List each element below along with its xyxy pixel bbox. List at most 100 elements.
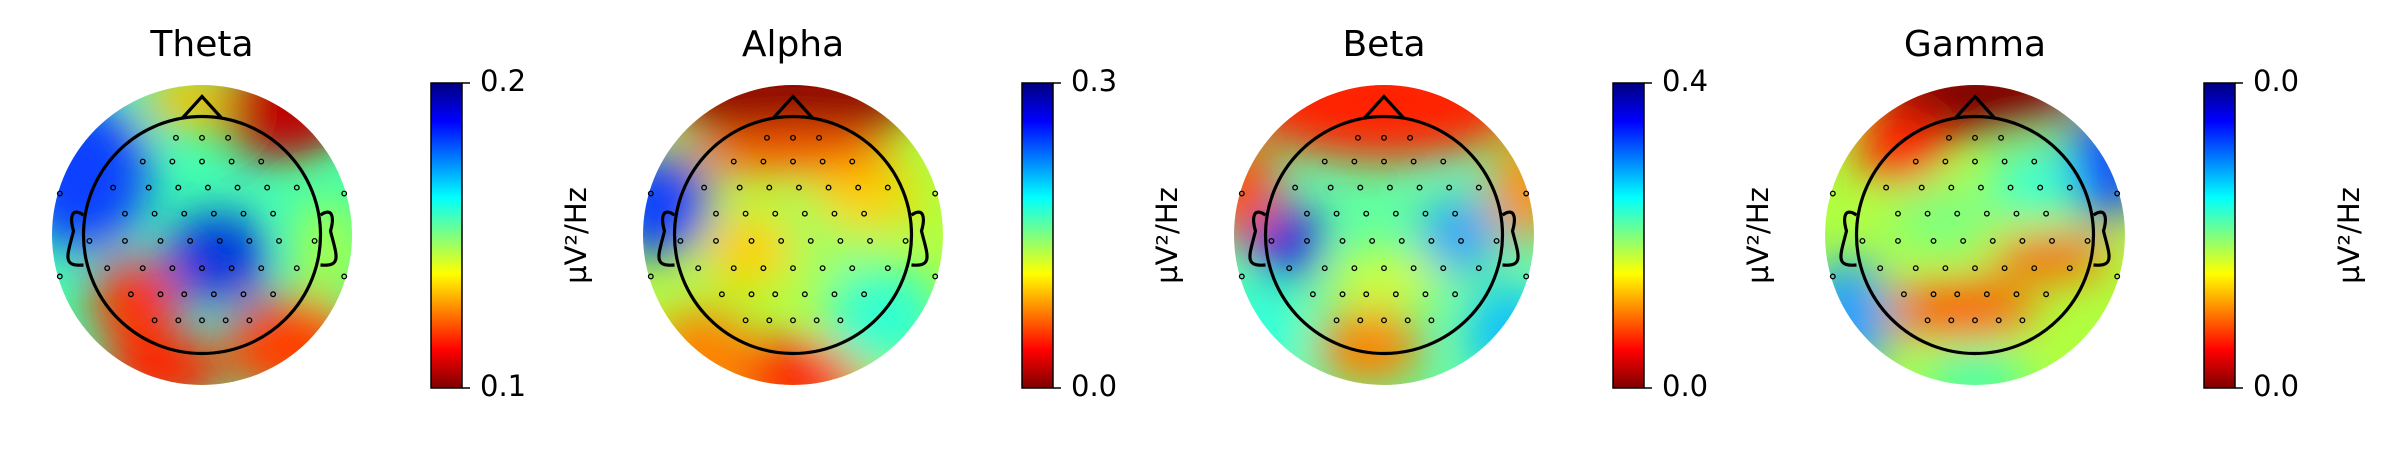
colorbar-tick-label: 0.4 [1662, 64, 1708, 98]
sensor [867, 237, 873, 244]
colorbar-label: µV²/Hz [1741, 187, 1775, 284]
sensor [766, 317, 773, 324]
sensor [169, 158, 176, 165]
sensor [293, 265, 300, 272]
field-base [1234, 85, 1534, 385]
sensor [795, 184, 802, 191]
sensor [1381, 265, 1387, 272]
field-blob [89, 257, 180, 348]
sensor [790, 134, 796, 141]
sensor [1972, 134, 1978, 141]
sensor [2031, 158, 2038, 165]
sensor [813, 317, 820, 324]
field-blob [1489, 137, 1534, 243]
head-outline [1854, 114, 2096, 356]
field-blobs [1825, 85, 2125, 385]
sensor [341, 190, 348, 197]
sensor [713, 237, 719, 244]
colorbar-tick-label: 0.0 [2253, 369, 2299, 403]
field-blob [703, 212, 793, 288]
sensor [199, 158, 205, 165]
sensor [258, 265, 265, 272]
field-blob [1990, 235, 2110, 280]
sensor [210, 210, 217, 217]
field-blob [1234, 287, 1302, 378]
sensor [1238, 273, 1245, 280]
sensor [139, 158, 146, 165]
sensor [110, 184, 117, 191]
sensor [1398, 237, 1405, 244]
sensor [258, 158, 265, 165]
sensor [861, 291, 868, 298]
sensor [246, 317, 253, 324]
sensor [1452, 210, 1459, 217]
field-blob [815, 167, 921, 228]
sensor [701, 184, 708, 191]
topomap-panel: Alpha 0.0 0.3 µV²/Hz [643, 24, 1184, 403]
sensor [772, 210, 779, 217]
sensor [816, 134, 823, 141]
sensor [1304, 237, 1310, 244]
sensor [1440, 265, 1447, 272]
sensor [234, 184, 241, 191]
sensor [778, 237, 785, 244]
sensor [145, 184, 152, 191]
sensor [748, 237, 755, 244]
colorbar-tick-label: 0.0 [2253, 64, 2299, 98]
field-blob [658, 85, 928, 138]
sensor [1995, 317, 2002, 324]
colorbar [2203, 82, 2236, 389]
colorbar-label: µV²/Hz [559, 187, 593, 284]
sensor [157, 237, 164, 244]
field-blob [688, 130, 898, 175]
sensor [760, 265, 767, 272]
sensor [169, 265, 176, 272]
sensor [127, 291, 134, 298]
sensor [225, 134, 232, 141]
sensor [2037, 184, 2044, 191]
sensor [801, 291, 808, 298]
sensor [1363, 210, 1370, 217]
panel-title: Theta [149, 24, 253, 65]
sensor [1924, 317, 1931, 324]
sensor [2084, 237, 2091, 244]
sensor [831, 291, 838, 298]
field-blob [1234, 137, 1279, 243]
sensor [151, 210, 158, 217]
head-outline [1263, 114, 1505, 356]
sensor [2013, 291, 2020, 298]
sensor [1428, 237, 1435, 244]
field-blob [1892, 182, 1998, 258]
panel-title: Alpha [742, 24, 844, 65]
sensor [2114, 273, 2121, 280]
sensor [2066, 265, 2073, 272]
sensor [1381, 134, 1387, 141]
sensor [1452, 291, 1459, 298]
sensor [240, 291, 247, 298]
field-blob [164, 212, 270, 303]
sensor [831, 210, 838, 217]
sensor [1333, 210, 1340, 217]
sensor [2013, 210, 2020, 217]
sensor [730, 265, 737, 272]
sensor [2019, 237, 2026, 244]
sensor [157, 291, 164, 298]
sensor [730, 158, 737, 165]
sensor [1407, 134, 1414, 141]
colorbar-tick-label: 0.0 [1662, 369, 1708, 403]
field [52, 85, 352, 385]
sensor [222, 317, 229, 324]
sensor [187, 237, 194, 244]
sensor [1363, 291, 1370, 298]
sensor [341, 273, 348, 280]
ear [1248, 210, 1267, 267]
sensor [1883, 184, 1890, 191]
sensor [677, 237, 684, 244]
sensor [1446, 184, 1453, 191]
sensor [56, 190, 63, 197]
sensor [1369, 237, 1376, 244]
field-blob [217, 85, 352, 160]
sensor [1948, 317, 1955, 324]
sensor [1918, 184, 1925, 191]
sensor [1972, 158, 1978, 165]
